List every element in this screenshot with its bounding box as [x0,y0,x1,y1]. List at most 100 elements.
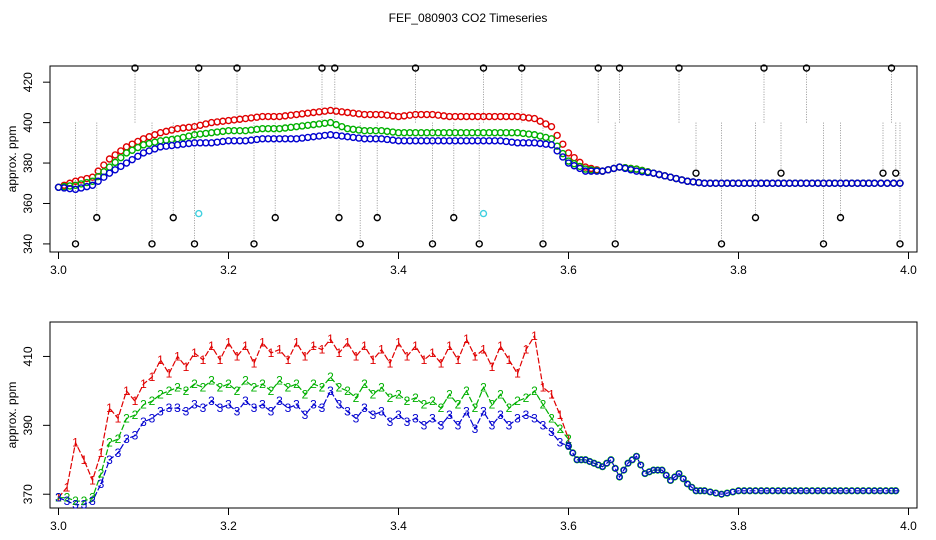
top-point-series-1 [570,153,578,162]
top-point-series-4 [760,64,768,72]
top-point-series-4 [675,64,683,72]
top-x-tick-label: 3.2 [220,263,237,277]
top-point-series-1 [547,122,556,131]
bottom-point-label-series-3: 3 [251,401,258,415]
bottom-point-label-series-1: 1 [268,346,275,360]
bottom-point-label-series-1: 1 [89,473,96,487]
top-point-series-4 [594,64,602,72]
top-point-series-2 [547,135,556,143]
bottom-point-label-series-1: 1 [174,349,181,363]
top-point-series-4 [356,240,364,248]
bottom-point-label-series-2: 2 [157,387,164,401]
bottom-point-label-series-2: 2 [225,377,232,391]
top-point-series-4 [318,64,326,72]
bottom-point-label-series-2: 2 [540,398,547,412]
top-point-series-4 [450,213,458,222]
bottom-point-label-series-1: 1 [191,346,198,360]
bottom-tail-point [888,487,895,494]
bottom-point-label-series-3: 3 [421,418,428,432]
top-point-series-4 [428,240,437,248]
bottom-point-label-series-3: 3 [115,446,122,460]
top-point-series-1 [536,117,544,125]
bottom-tail-point [650,467,657,474]
top-point-series-4 [373,213,381,222]
bottom-tail-point [624,460,632,467]
bottom-line-series-1 [58,334,570,499]
top-point-series-3 [559,153,567,161]
bottom-point-label-series-3: 3 [370,408,377,422]
top-x-tick-label: 4.0 [900,263,917,277]
bottom-point-label-series-1: 1 [463,332,470,346]
bottom-point-label-series-1: 1 [310,339,317,353]
bottom-point-label-series-2: 2 [387,391,394,405]
bottom-point-label-series-1: 1 [115,411,122,425]
bottom-point-label-series-3: 3 [395,408,402,422]
top-y-tick-label: 420 [21,72,35,92]
bottom-point-label-series-2: 2 [429,394,436,408]
bottom-point-label-series-1: 1 [361,339,368,353]
bottom-point-label-series-1: 1 [480,343,487,357]
bottom-point-label-series-3: 3 [565,439,572,453]
top-point-series-4 [250,240,258,248]
top-point-series-2 [134,143,142,152]
top-point-series-4 [615,64,624,72]
top-point-series-1 [553,131,561,140]
bottom-point-label-series-3: 3 [132,429,139,443]
bottom-point-label-series-3: 3 [455,418,462,432]
bottom-point-label-series-3: 3 [234,405,241,419]
bottom-point-label-series-2: 2 [438,401,445,415]
bottom-point-label-series-1: 1 [234,349,241,363]
bottom-point-label-series-2: 2 [531,384,538,398]
top-x-tick-label: 3.0 [50,263,67,277]
bottom-point-label-series-1: 1 [64,480,71,494]
bottom-tail-point [599,463,606,470]
bottom-point-label-series-2: 2 [81,494,88,508]
bottom-point-label-series-3: 3 [446,408,453,422]
top-panel: approx. ppm 3.0 3.2 3.4 3.6 3.8 4.0 340 360 380 4… [5,64,918,277]
top-point-series-3 [547,141,556,149]
bottom-point-label-series-1: 1 [302,349,309,363]
bottom-point-label-series-2: 2 [480,380,487,394]
top-point-series-3 [111,166,119,174]
bottom-point-label-series-3: 3 [506,418,513,432]
bottom-point-label-series-1: 1 [531,329,538,343]
bottom-point-label-series-2: 2 [523,391,530,405]
bottom-point-label-series-3: 3 [319,401,326,415]
top-x-tick-label: 3.6 [560,263,577,277]
bottom-point-label-series-3: 3 [200,401,207,415]
bottom-point-label-series-2: 2 [548,411,555,425]
bottom-point-label-series-2: 2 [336,380,343,394]
bottom-tail-point [569,449,576,456]
bottom-point-label-series-1: 1 [336,346,343,360]
bottom-point-label-series-2: 2 [395,387,402,401]
bottom-point-label-series-2: 2 [191,377,198,391]
bottom-point-label-series-1: 1 [514,367,521,381]
bottom-point-label-series-2: 2 [242,374,249,388]
bottom-point-label-series-2: 2 [557,422,564,436]
top-point-series-4 [271,213,279,222]
top-point-series-3 [576,164,584,173]
bottom-point-label-series-1: 1 [370,353,377,367]
bottom-point-label-series-2: 2 [183,384,190,398]
top-point-series-3 [889,179,898,187]
bottom-point-label-series-3: 3 [429,411,436,425]
top-point-series-4 [539,240,547,248]
bottom-point-label-series-2: 2 [446,387,453,401]
bottom-tail-point [573,456,581,463]
top-point-series-2 [111,158,119,167]
bottom-point-label-series-1: 1 [81,453,88,467]
bottom-point-label-series-1: 1 [285,353,292,367]
bottom-point-label-series-1: 1 [506,353,513,367]
top-point-series-4 [233,64,241,72]
bottom-point-label-series-1: 1 [72,436,79,450]
top-point-series-3 [134,152,142,161]
bottom-point-label-series-3: 3 [353,411,360,425]
bottom-point-label-series-1: 1 [55,491,62,505]
top-point-series-4 [836,213,845,222]
top-point-series-3 [877,179,885,187]
top-point-series-4 [93,213,101,222]
bottom-point-label-series-3: 3 [55,491,62,505]
top-plot-frame [49,65,918,253]
bottom-point-label-series-2: 2 [361,377,368,391]
